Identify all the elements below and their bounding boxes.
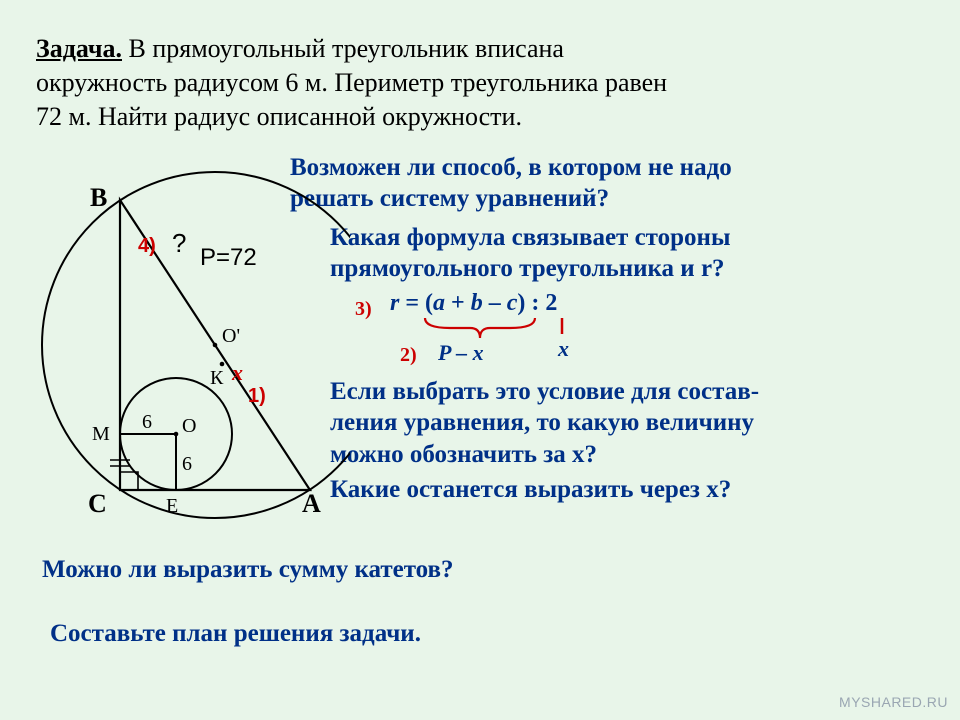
step-3: 3) (355, 298, 372, 321)
question-6: Составьте план решения задачи. (50, 620, 421, 648)
step-2: 2) (400, 344, 417, 367)
geometry-diagram: B C A E M O O' К 6 6 P=72 ? 4) x 1) (30, 170, 350, 550)
radius-label-1: 6 (142, 411, 152, 433)
qmark: ? (172, 228, 186, 258)
label-Oprime: O' (222, 325, 240, 347)
question-3: Если выбрать это условие для состав- лен… (330, 376, 759, 470)
problem-line1: В прямоугольный треугольник вписана (129, 34, 564, 63)
formula-pminusx: P – x (438, 340, 484, 366)
mark-icon (555, 316, 569, 338)
label-E: E (166, 495, 178, 517)
q3-line1: Если выбрать это условие для состав- (330, 378, 759, 405)
label-M: M (92, 423, 110, 445)
step-1: 1) (248, 385, 266, 407)
q2-line1: Какая формула связывает стороны (330, 224, 730, 251)
diagram-x: x (231, 360, 243, 385)
question-4: Какие останется выразить через х? (330, 476, 731, 504)
problem-line3: 72 м. Найти радиус описанной окружности. (36, 102, 522, 131)
label-C: C (88, 489, 107, 518)
q3-line2: ления уравнения, то какую величину (330, 409, 754, 436)
watermark: MYSHARED.RU (839, 694, 948, 710)
label-B: B (90, 183, 107, 212)
label-O: O (182, 415, 196, 437)
problem-statement: Задача. В прямоугольный треугольник впис… (36, 32, 936, 133)
step-4: 4) (138, 235, 156, 257)
formula-text: r = (a + b – c) : 2 (390, 290, 557, 317)
problem-line2: окружность радиусом 6 м. Периметр треуго… (36, 68, 667, 97)
problem-label: Задача. (36, 34, 122, 63)
q3-line3: можно обозначить за х? (330, 441, 597, 468)
label-K: К (210, 367, 224, 389)
question-5: Можно ли выразить сумму катетов? (42, 556, 454, 584)
label-A: A (302, 489, 321, 518)
radius-label-2: 6 (182, 453, 192, 475)
q1-line1: Возможен ли способ, в котором не надо (290, 154, 732, 181)
formula-x: x (558, 336, 569, 362)
question-1: Возможен ли способ, в котором не надо ре… (290, 152, 732, 215)
q2-line2: прямоугольного треугольника и r? (330, 255, 725, 282)
perimeter-label: P=72 (200, 244, 257, 271)
question-2: Какая формула связывает стороны прямоуго… (330, 222, 730, 285)
